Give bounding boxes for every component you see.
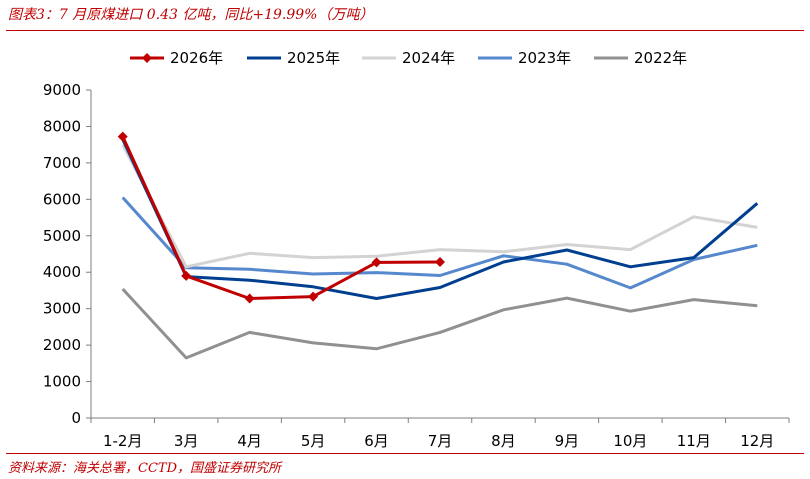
data-point-marker: [371, 257, 382, 268]
legend-item: 2024年: [362, 49, 455, 67]
legend: 2026年 2025年 2024年 2023年 2022年: [130, 49, 687, 67]
legend-item: 2026年: [130, 49, 223, 67]
source-divider: [6, 453, 804, 454]
legend-item: 2023年: [478, 49, 571, 67]
x-tick-label: 8月: [491, 432, 516, 450]
y-tick-label: 5000: [43, 227, 81, 245]
axes: 0 1000 2000 3000 4000 5000 6000 7000 8000 9000 1-2…: [43, 81, 790, 450]
series-line-2025年: [121, 138, 759, 300]
legend-label: 2026年: [170, 49, 223, 67]
data-point-marker: [244, 293, 255, 304]
legend-label: 2025年: [287, 49, 340, 67]
series-line-2023年: [121, 196, 758, 290]
legend-marker: [142, 53, 152, 63]
chart-title: 图表3：7 月原煤进口 0.43 亿吨，同比+19.99%（万吨）: [8, 7, 374, 23]
legend-item: 2022年: [594, 49, 687, 67]
data-point-marker: [435, 257, 445, 268]
y-tick-label: 4000: [43, 263, 81, 281]
y-tick-label: 3000: [43, 300, 81, 318]
x-tick-label: 12月: [740, 432, 774, 450]
series-line-2022年: [121, 287, 758, 360]
x-tick-label: 3月: [174, 432, 199, 450]
y-tick-label: 6000: [43, 190, 81, 208]
legend-label: 2023年: [518, 49, 571, 67]
x-tick-label: 1-2月: [103, 432, 143, 450]
y-tick-label: 7000: [43, 154, 81, 172]
y-tick-label: 1000: [43, 373, 81, 391]
series-line-2026年: [121, 135, 441, 300]
data-point-marker: [308, 291, 319, 302]
y-tick-label: 2000: [43, 336, 81, 354]
x-tick-label: 11月: [677, 432, 711, 450]
legend-label: 2022年: [634, 49, 687, 67]
x-tick-label: 10月: [613, 432, 647, 450]
legend-label: 2024年: [402, 49, 455, 67]
title-divider: [6, 30, 804, 31]
data-point-marker: [181, 270, 192, 281]
source-note: 资料来源：海关总署，CCTD，国盛证券研究所: [8, 461, 281, 476]
y-tick-label: 0: [71, 409, 81, 427]
x-tick-label: 9月: [555, 432, 580, 450]
data-point-marker: [117, 131, 128, 142]
x-tick-label: 4月: [237, 432, 262, 450]
y-tick-label: 9000: [43, 81, 81, 99]
legend-item: 2025年: [247, 49, 340, 67]
y-tick-label: 8000: [43, 117, 81, 135]
series-lines: [117, 131, 759, 360]
x-tick-label: 7月: [428, 432, 453, 450]
series-line-2024年: [121, 144, 758, 269]
x-tick-label: 6月: [364, 432, 389, 450]
x-tick-label: 5月: [301, 432, 326, 450]
